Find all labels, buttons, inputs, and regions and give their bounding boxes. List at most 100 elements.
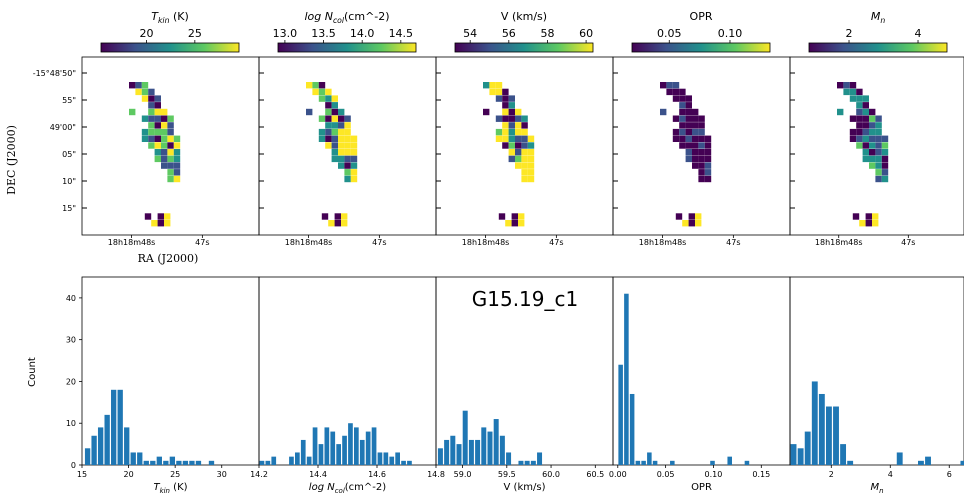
map-pixel [328, 220, 335, 227]
map-pixel [685, 135, 692, 142]
map-pixel [154, 128, 161, 136]
y-tick-label: 20 [66, 377, 76, 386]
map-panel-3: 18h18m48s 47s [435, 56, 614, 247]
histogram-bar [840, 444, 847, 465]
map-pixel [350, 135, 358, 142]
map-pixel [318, 128, 326, 136]
histogram-xlabel: log Ncol(cm^-2) [309, 482, 386, 495]
map-pixel [344, 175, 351, 183]
map-pixel [849, 115, 857, 122]
histogram-bar [348, 423, 353, 465]
map-pixel [312, 88, 319, 96]
colorbar-gradient [277, 42, 417, 53]
histogram-bar [195, 460, 202, 465]
colorbar-tick-label: 0.05 [657, 27, 682, 40]
map-pixel [141, 82, 149, 89]
map-pixel [495, 115, 503, 122]
histogram-bar [111, 389, 117, 465]
map-pixel [869, 115, 876, 122]
map-pixel [167, 128, 174, 136]
histogram-bar [530, 460, 536, 465]
x-tick-label: 6 [947, 470, 952, 479]
map-pixel [843, 82, 850, 89]
map-pixel [154, 142, 161, 149]
map-pixel [859, 220, 866, 227]
map-pixel [167, 169, 174, 176]
map-pixel [688, 220, 695, 227]
map-pixel [318, 82, 326, 89]
histogram-bar [389, 456, 395, 465]
map-pixel [527, 162, 535, 169]
x-tick-label: 59.0 [454, 470, 472, 479]
map-pixel [173, 142, 181, 149]
histogram-bar [359, 439, 365, 465]
map-pixel [154, 95, 161, 102]
map-pixel [167, 122, 174, 129]
map-pixel [518, 213, 525, 220]
colorbar-1: 20 25 Tkin (K) [100, 10, 240, 53]
map-pixel [154, 149, 161, 156]
map-pixel [164, 220, 171, 227]
map-pixel [685, 122, 692, 129]
map-pixel [875, 115, 882, 122]
histogram-bar [371, 427, 377, 465]
map-pixel [161, 149, 168, 156]
colorbar-label: Tkin (K) [151, 10, 189, 25]
histogram-bar [312, 427, 318, 465]
map-pixel [698, 149, 705, 156]
histogram-bar [818, 393, 825, 465]
map-pixel [515, 108, 522, 116]
histogram-bar [493, 419, 499, 465]
dec-tick-label: -15°48'50" [33, 69, 76, 78]
map-pixel [692, 149, 699, 156]
colorbar-label: V (km/s) [501, 10, 547, 23]
dec-tick-label: 05" [62, 150, 76, 159]
map-pixel [666, 88, 673, 96]
histogram-5: 2 4 6 Mn [789, 276, 964, 495]
map-pixel [704, 169, 712, 176]
map-pixel [869, 149, 876, 156]
map-pixel [856, 122, 863, 129]
histogram-bar [475, 439, 481, 465]
map-pixel [695, 213, 702, 220]
map-pixel [318, 88, 326, 96]
map-pixel [527, 169, 535, 176]
map-pixel [495, 95, 503, 102]
histogram-bar [324, 427, 330, 465]
map-pixel [331, 115, 338, 122]
histogram-bar [641, 460, 646, 465]
colorbar-gradient [631, 42, 771, 53]
map-pixel [875, 149, 882, 156]
map-pixel [881, 135, 889, 142]
colorbar-tick-label: 14.5 [389, 27, 414, 40]
map-pixel [869, 162, 876, 169]
map-pixel [148, 95, 155, 102]
map-pixel [872, 213, 879, 220]
histogram-bar [896, 452, 903, 465]
histogram-bar [306, 456, 312, 465]
map-pixel [141, 128, 149, 136]
histogram-bar [150, 460, 156, 465]
histogram-bar [189, 460, 195, 465]
map-pixel [881, 162, 889, 169]
map-pixel [331, 155, 338, 163]
map-pixel [157, 213, 164, 220]
map-pixel [502, 135, 509, 142]
map-pixel [698, 115, 705, 122]
histogram-4: 0.00 0.05 0.10 0.15 OPR [609, 276, 791, 493]
map-pixel [338, 149, 345, 156]
map-pixel [331, 102, 338, 109]
y-tick-label: 0 [71, 461, 76, 470]
histogram-bar [124, 427, 130, 465]
colorbar-tick-label: 60 [579, 27, 593, 40]
map-pixel [679, 135, 686, 142]
map-pixel [698, 135, 705, 142]
map-pixel [141, 115, 149, 122]
histogram-1: 15 20 25 30 0 10 20 30 40 Tkin (K) [66, 276, 260, 495]
map-pixel [495, 82, 503, 89]
map-pixel [148, 88, 155, 96]
x-tick-label: 25 [170, 470, 180, 479]
histogram-bar [117, 389, 123, 465]
histogram-bar [104, 414, 110, 465]
histogram-bar [518, 460, 524, 465]
